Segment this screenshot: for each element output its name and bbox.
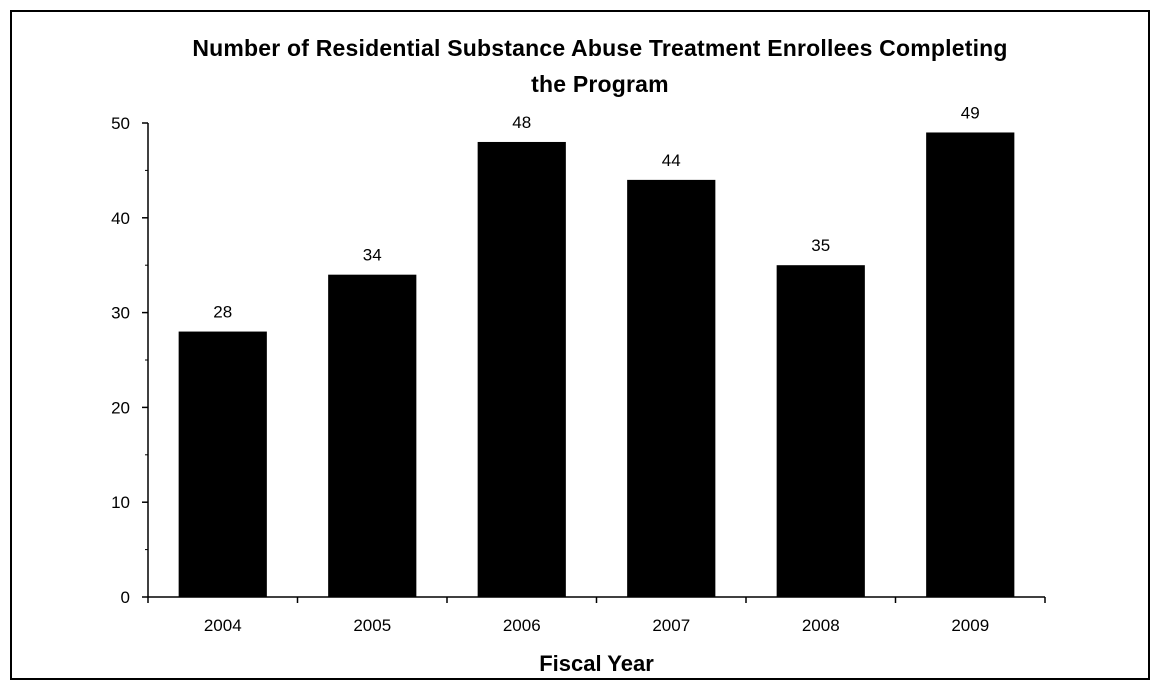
bar-2009 (926, 132, 1015, 598)
chart-title: Number of Residential Substance Abuse Tr… (120, 30, 1080, 102)
data-label-2005: 34 (363, 246, 382, 265)
y-tick-label: 30 (111, 304, 130, 323)
y-tick-label: 20 (111, 398, 130, 417)
bar-2005 (328, 274, 417, 597)
data-label-2007: 44 (662, 151, 681, 170)
y-tick-label: 10 (111, 493, 130, 512)
y-tick-label: 40 (111, 209, 130, 228)
data-label-2006: 48 (512, 113, 531, 132)
data-label-2009: 49 (961, 103, 980, 122)
data-label-2008: 35 (811, 236, 830, 255)
data-label-2004: 28 (213, 303, 232, 322)
x-tick-label-2006: 2006 (503, 616, 541, 635)
x-axis-title: Fiscal Year (539, 651, 654, 676)
chart-title-line-1: Number of Residential Substance Abuse Tr… (192, 35, 1008, 61)
x-tick-label-2009: 2009 (951, 616, 989, 635)
x-tick-label-2008: 2008 (802, 616, 840, 635)
y-tick-label: 0 (121, 588, 130, 607)
bar-2007 (627, 179, 716, 597)
x-tick-label-2007: 2007 (652, 616, 690, 635)
chart-title-line-2: the Program (531, 71, 669, 97)
x-tick-label-2004: 2004 (204, 616, 242, 635)
bar-2006 (477, 141, 566, 597)
y-tick-label: 50 (111, 114, 130, 133)
bar-2008 (776, 265, 865, 597)
bar-2004 (178, 331, 267, 597)
x-tick-label-2005: 2005 (353, 616, 391, 635)
